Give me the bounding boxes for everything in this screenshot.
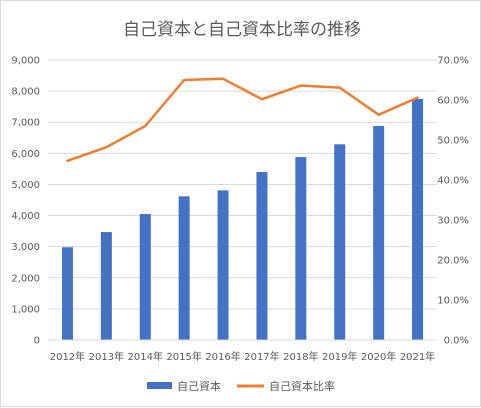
bar — [139, 214, 151, 340]
left-axis-tick-label: 5,000 — [11, 180, 40, 191]
bar-series — [61, 98, 424, 340]
right-axis-tick-label: 50.0% — [437, 136, 469, 147]
right-axis-tick-label: 30.0% — [437, 216, 469, 227]
right-axis-tick-label: 40.0% — [437, 176, 469, 187]
x-axis: 2012年 2013年 2014年 2015年 2016年 2017年 2018年 2019年… — [48, 339, 437, 363]
left-axis-tick-label: 9,000 — [11, 56, 40, 67]
right-axis: 0.0% 10.0% 20.0% 30.0% 40.0% 50.0% 60.0% 70.0% — [437, 56, 469, 347]
x-axis-tick-label: 2020年 — [361, 350, 396, 363]
x-axis-tick-label: 2013年 — [89, 350, 124, 363]
left-axis-tick-label: 1,000 — [11, 304, 40, 315]
legend-bar-swatch — [147, 382, 172, 389]
legend: 自己資本 自己資本比率 — [147, 379, 335, 393]
left-axis: 0 1,000 2,000 3,000 4,000 5,000 6,000 7,000 8,00… — [11, 56, 40, 347]
ratio-line — [66, 77, 419, 163]
bar — [100, 232, 112, 340]
bar — [412, 98, 424, 340]
line-series — [66, 77, 419, 163]
x-axis-tick-label: 2016年 — [205, 350, 240, 363]
x-axis-tick-label: 2017年 — [244, 350, 279, 363]
x-axis-tick-label: 2018年 — [283, 350, 318, 363]
bar — [334, 144, 346, 340]
left-axis-tick-label: 2,000 — [11, 273, 40, 284]
right-axis-tick-label: 70.0% — [437, 56, 469, 67]
left-axis-tick-label: 8,000 — [11, 87, 40, 98]
bar — [256, 172, 268, 340]
right-axis-tick-label: 60.0% — [437, 96, 469, 107]
left-axis-tick-label: 3,000 — [11, 242, 40, 253]
chart-title: 自己資本と自己資本比率の推移 — [123, 20, 361, 40]
left-axis-tick-label: 4,000 — [11, 211, 40, 222]
legend-label: 自己資本比率 — [269, 379, 335, 393]
bar — [61, 247, 73, 340]
bar — [295, 157, 307, 340]
x-axis-tick-label: 2019年 — [322, 350, 357, 363]
x-axis-tick-label: 2014年 — [128, 350, 163, 363]
gridlines — [48, 59, 437, 341]
left-axis-tick-label: 0 — [34, 336, 40, 347]
bar — [373, 125, 385, 340]
bar — [217, 190, 229, 340]
x-axis-tick-label: 2012年 — [50, 350, 85, 363]
right-axis-tick-label: 20.0% — [437, 256, 469, 267]
x-axis-tick-label: 2021年 — [400, 350, 435, 363]
right-axis-tick-label: 10.0% — [437, 296, 469, 307]
x-axis-tick-label: 2015年 — [166, 350, 201, 363]
bar — [178, 196, 190, 340]
left-axis-tick-label: 6,000 — [11, 149, 40, 160]
legend-label: 自己資本 — [177, 379, 221, 393]
right-axis-tick-label: 0.0% — [444, 336, 469, 347]
left-axis-tick-label: 7,000 — [11, 118, 40, 129]
